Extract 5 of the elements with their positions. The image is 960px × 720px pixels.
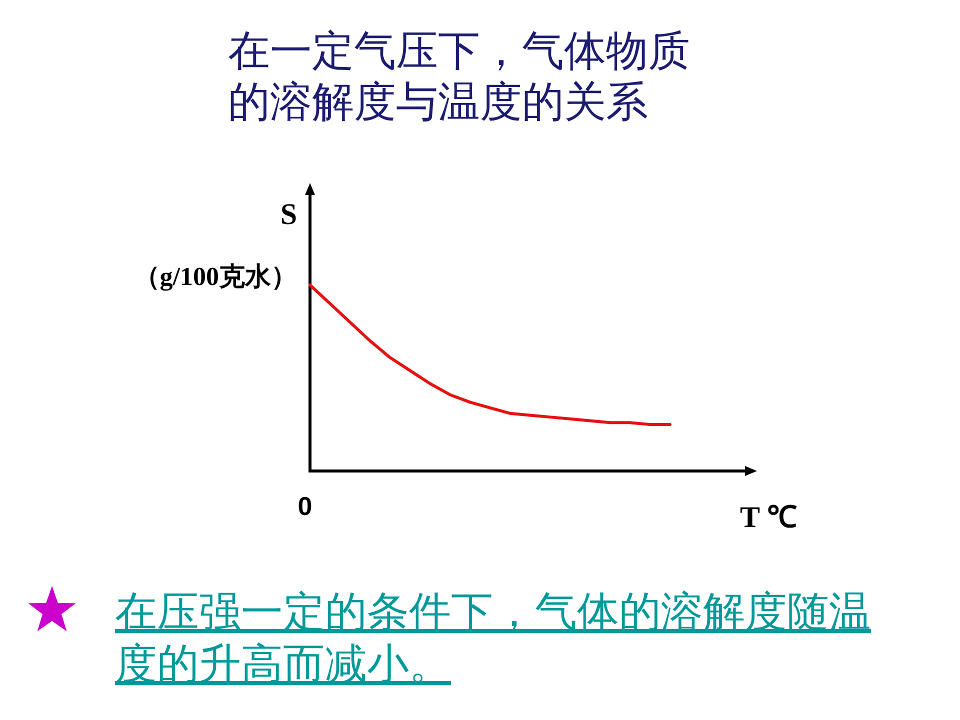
text: 0 bbox=[298, 491, 312, 521]
chart-title: 在一定气压下，气体物质的溶解度与温度的关系 bbox=[228, 29, 690, 126]
text: 在压强一定的条件下，气体的溶解度随温度的升高而减小。 bbox=[115, 590, 871, 688]
x-axis-title: T ℃ bbox=[740, 501, 797, 534]
y-axis-title: S （g/100克水） bbox=[134, 198, 297, 291]
